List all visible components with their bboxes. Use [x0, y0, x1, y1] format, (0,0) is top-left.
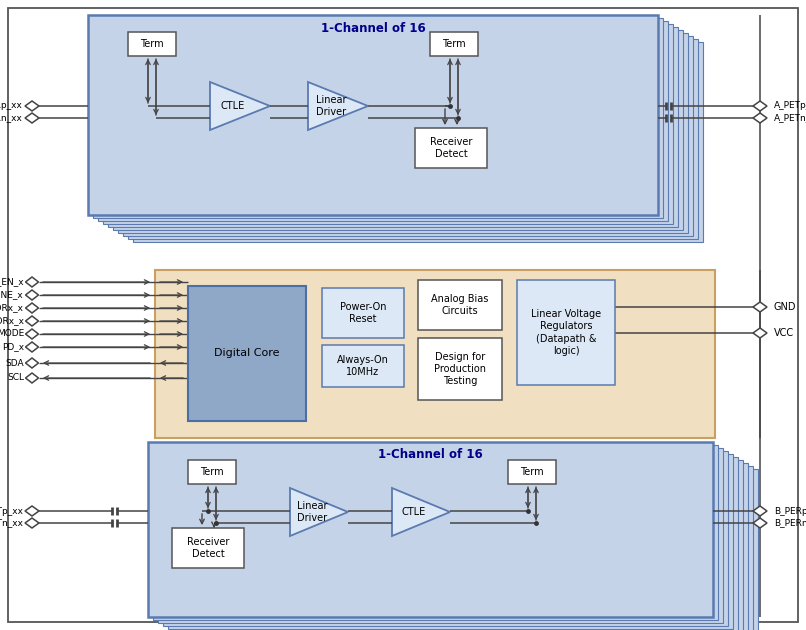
Text: 1-Channel of 16: 1-Channel of 16 — [321, 21, 426, 35]
Text: B_PETn_xx: B_PETn_xx — [0, 518, 23, 527]
Text: VCC: VCC — [774, 328, 794, 338]
Text: Term: Term — [200, 467, 224, 477]
Bar — [158, 448, 723, 623]
Text: B_ADDRx_x: B_ADDRx_x — [0, 316, 24, 326]
Polygon shape — [26, 303, 39, 313]
Bar — [148, 442, 713, 617]
Bar — [163, 451, 728, 626]
Polygon shape — [753, 506, 767, 516]
Polygon shape — [26, 290, 39, 300]
Bar — [430, 32, 478, 56]
Text: SCL: SCL — [7, 374, 24, 382]
Text: A_PETn_xx: A_PETn_xx — [774, 113, 806, 122]
Polygon shape — [25, 518, 39, 528]
Text: Design for
Production
Testing: Design for Production Testing — [434, 352, 486, 386]
Text: Linear Voltage
Regulators
(Datapath &
logic): Linear Voltage Regulators (Datapath & lo… — [531, 309, 601, 356]
Text: Receiver
Detect: Receiver Detect — [430, 137, 472, 159]
Bar — [178, 460, 743, 630]
Polygon shape — [26, 373, 39, 383]
Text: PD_x: PD_x — [2, 343, 24, 352]
Bar — [108, 27, 678, 227]
Bar — [418, 280, 502, 330]
Polygon shape — [210, 82, 270, 130]
Polygon shape — [753, 101, 767, 111]
Polygon shape — [25, 506, 39, 516]
Bar — [123, 36, 693, 236]
Text: ALL_DONE_x: ALL_DONE_x — [0, 290, 24, 299]
Bar — [168, 454, 733, 629]
Polygon shape — [392, 488, 450, 536]
Polygon shape — [25, 101, 39, 111]
Bar — [118, 33, 688, 233]
Text: Power-On
Reset: Power-On Reset — [340, 302, 386, 324]
Bar — [153, 445, 718, 620]
Polygon shape — [26, 342, 39, 352]
Bar — [93, 18, 663, 218]
Bar — [418, 338, 502, 400]
Bar — [517, 280, 615, 385]
Polygon shape — [26, 277, 39, 287]
Polygon shape — [26, 316, 39, 326]
Bar — [133, 42, 703, 242]
Bar — [188, 466, 753, 630]
Polygon shape — [290, 488, 348, 536]
Text: Receiver
Detect: Receiver Detect — [187, 537, 229, 559]
Bar — [193, 469, 758, 630]
Bar — [128, 39, 698, 239]
Polygon shape — [753, 113, 767, 123]
Bar — [415, 128, 487, 168]
Bar — [183, 463, 748, 630]
Text: Term: Term — [520, 467, 544, 477]
Bar — [98, 21, 668, 221]
Text: 1-Channel of 16: 1-Channel of 16 — [378, 449, 483, 462]
Text: B_PETp_xx: B_PETp_xx — [0, 507, 23, 515]
Polygon shape — [308, 82, 368, 130]
Text: MODE: MODE — [0, 329, 24, 338]
Bar — [508, 460, 556, 484]
Text: Digital Core: Digital Core — [214, 348, 280, 358]
Bar — [155, 270, 715, 438]
Text: B_PERp_xx: B_PERp_xx — [774, 507, 806, 515]
Text: Analog Bias
Circuits: Analog Bias Circuits — [431, 294, 488, 316]
Bar — [322, 288, 404, 338]
Text: GND: GND — [774, 302, 796, 312]
Bar — [322, 345, 404, 387]
Polygon shape — [25, 113, 39, 123]
Text: Always-On
10MHz: Always-On 10MHz — [337, 355, 389, 377]
Polygon shape — [26, 329, 39, 339]
Text: READ_EN_x: READ_EN_x — [0, 277, 24, 287]
Text: CTLE: CTLE — [221, 101, 245, 111]
Text: A_PETp_xx: A_PETp_xx — [774, 101, 806, 110]
Bar — [103, 24, 673, 224]
Polygon shape — [753, 302, 767, 312]
Text: A_ADDRx_x: A_ADDRx_x — [0, 304, 24, 312]
Text: Linear
Driver: Linear Driver — [316, 94, 346, 117]
Polygon shape — [753, 328, 767, 338]
Text: Linear
Driver: Linear Driver — [297, 501, 327, 523]
Text: B_PERn_xx: B_PERn_xx — [774, 518, 806, 527]
Text: CTLE: CTLE — [402, 507, 426, 517]
Text: A_PERp_xx: A_PERp_xx — [0, 101, 23, 110]
Bar — [173, 457, 738, 630]
Polygon shape — [26, 358, 39, 368]
Bar — [188, 286, 306, 421]
Bar — [128, 32, 176, 56]
Polygon shape — [753, 518, 767, 528]
Bar — [88, 15, 658, 215]
Text: Term: Term — [442, 39, 466, 49]
Text: A_PERn_xx: A_PERn_xx — [0, 113, 23, 122]
Bar — [113, 30, 683, 230]
Text: Term: Term — [140, 39, 164, 49]
Bar — [172, 528, 244, 568]
Text: SDA: SDA — [6, 358, 24, 367]
Bar — [188, 460, 236, 484]
